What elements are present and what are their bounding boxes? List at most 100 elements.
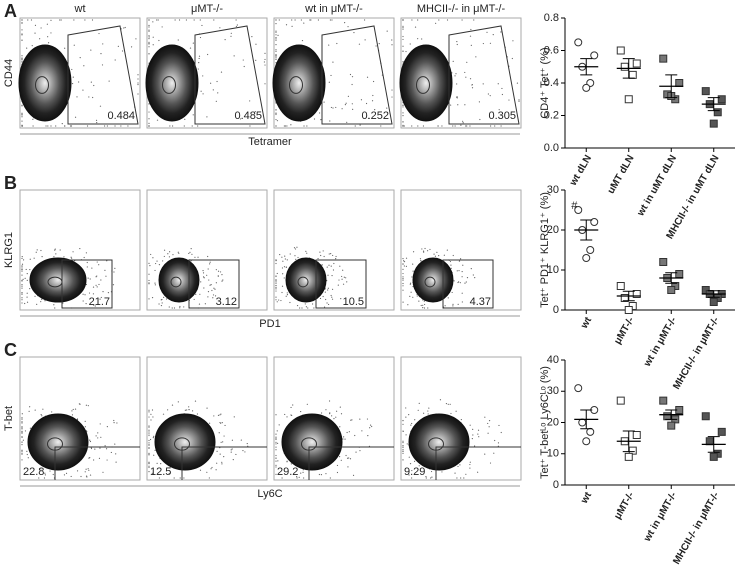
event-dot [328,253,330,255]
data-point [709,298,718,306]
event-dot [106,459,108,461]
y-tick-label: 0.8 [544,12,559,24]
event-dot [21,116,23,118]
event-dot [150,419,152,421]
event-dot [454,472,456,474]
event-dot [26,292,28,294]
event-dot [171,125,174,127]
event-dot [428,407,430,409]
event-dot [411,19,413,21]
event-dot [92,286,95,288]
event-dot [339,265,341,267]
plot-frame [146,189,268,311]
event-dot [89,439,91,441]
event-dot [38,477,40,479]
event-dot [409,295,411,297]
event-dot [26,450,28,452]
event-dot [456,43,458,46]
event-dot [286,294,289,296]
event-dot [289,253,291,255]
event-dot [211,289,213,292]
event-dot [156,119,159,121]
event-dot [102,43,104,45]
event-dot [148,447,150,449]
event-dot [85,404,87,406]
event-dot [216,462,218,464]
event-dot [148,125,150,127]
y-tick-label: 0 [553,479,559,491]
gate [321,25,393,125]
event-dot [148,466,150,469]
event-dot [200,281,202,283]
event-dot [22,439,24,441]
event-dot [317,257,319,260]
event-dot [275,109,277,111]
event-dot [420,304,422,307]
event-dot [275,22,277,25]
event-dot [455,73,457,75]
event-dot [21,58,23,60]
event-dot [306,125,308,127]
event-dot [492,111,494,113]
data-point [675,79,684,87]
panel-label: A [4,1,17,21]
event-dot [21,34,23,36]
event-dot [478,101,480,103]
event-dot [457,281,459,284]
event-dot [209,263,211,265]
event-dot [59,249,61,251]
event-dot [469,35,472,37]
event-dot [150,413,152,415]
event-dot [99,298,101,300]
event-dot [458,270,460,272]
event-dot [410,424,412,426]
event-dot [84,294,86,296]
event-dot [93,304,95,306]
event-dot [21,297,23,299]
event-dot [335,255,337,258]
event-dot [372,80,375,83]
data-point [632,290,641,298]
gate [194,25,266,125]
event-dot [121,50,124,52]
event-dot [53,256,55,258]
event-dot [45,125,47,127]
event-dot [198,303,201,305]
event-dot [41,415,43,417]
event-dot [112,284,115,286]
event-dot [402,28,404,30]
event-dot [214,295,217,297]
event-dot [21,441,23,443]
event-dot [275,113,277,116]
event-dot [412,270,414,272]
event-dot [208,477,210,479]
event-dot [114,59,116,61]
gate [315,259,367,309]
event-dot [275,443,277,445]
density-contour [154,413,216,471]
event-dot [402,452,404,454]
event-dot [508,99,510,101]
event-dot [148,262,150,265]
event-dot [26,301,29,303]
event-dot [21,426,23,428]
event-dot [44,474,46,476]
event-dot [217,92,219,94]
event-dot [306,403,308,405]
gate-value: 22.8 [23,466,44,478]
event-dot [333,418,335,420]
event-dot [391,39,393,41]
event-dot [479,118,481,121]
event-dot [53,304,55,306]
x-tick-label: wt [579,315,595,332]
event-dot [251,36,253,38]
event-dot [263,61,266,63]
event-dot [329,477,331,479]
event-dot [516,82,519,84]
event-dot [317,19,320,21]
event-dot [472,428,474,430]
event-dot [207,291,210,293]
event-dot [103,125,106,127]
error-bar [622,58,635,79]
event-dot [402,258,404,260]
